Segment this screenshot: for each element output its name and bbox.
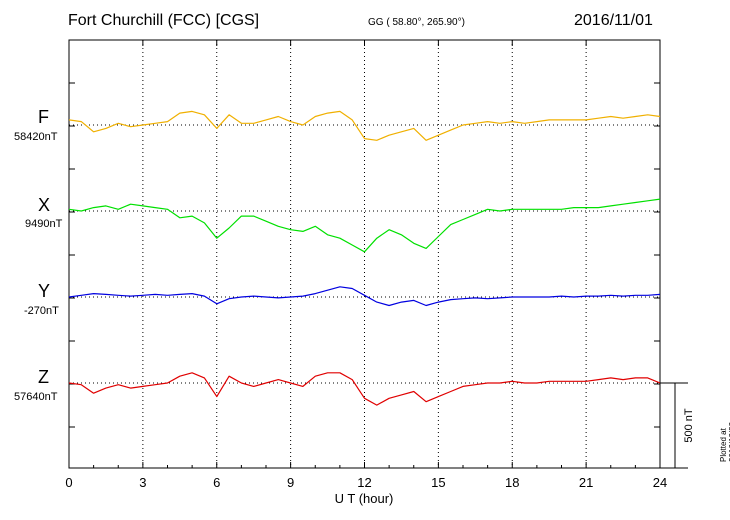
series-label-x: X [38, 195, 51, 215]
x-tick-label: 21 [579, 475, 593, 490]
series-line-x [68, 198, 661, 253]
x-tick-label: 12 [357, 475, 371, 490]
x-tick-label: 9 [287, 475, 294, 490]
x-tick-label: 15 [431, 475, 445, 490]
series-label-f: F [38, 107, 49, 127]
x-axis-label: U T (hour) [335, 491, 394, 506]
baseline-label-x: 9490nT [25, 218, 63, 230]
series-line-z [68, 372, 661, 406]
x-tick-label: 18 [505, 475, 519, 490]
chart-title: Fort Churchill (FCC) [CGS] [68, 12, 260, 29]
baseline-label-y: -270nT [24, 305, 59, 317]
series-label-z: Z [38, 367, 49, 387]
baseline-label-z: 57640nT [14, 391, 58, 403]
baseline-label-f: 58420nT [14, 131, 58, 143]
x-tick-label: 0 [65, 475, 72, 490]
series-line-y [68, 286, 661, 307]
station-coordinates: GG ( 58.80°, 265.90°) [368, 17, 465, 28]
x-tick-label: 3 [139, 475, 146, 490]
x-tick-label: 6 [213, 475, 220, 490]
chart-date: 2016/11/01 [574, 12, 653, 29]
series-label-y: Y [38, 281, 51, 301]
x-tick-label: 24 [653, 475, 667, 490]
scale-bar-label: 500 nT [683, 408, 695, 443]
series-line-f [68, 110, 661, 141]
